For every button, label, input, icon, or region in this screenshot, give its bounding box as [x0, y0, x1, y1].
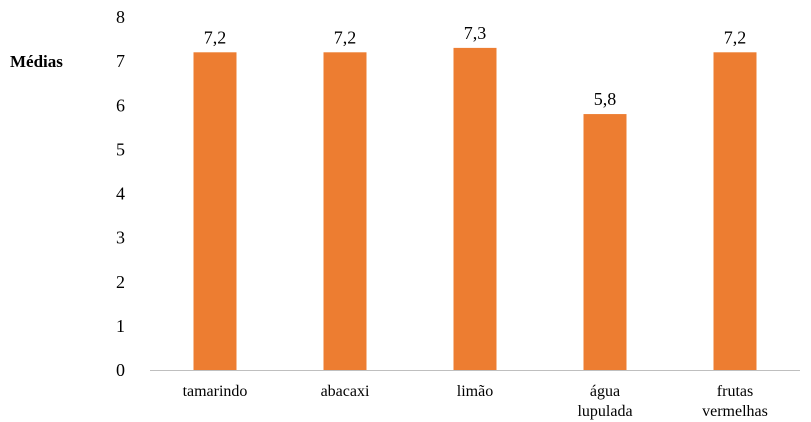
bar-value-label: 7,2 [204, 27, 227, 47]
y-tick-label: 0 [116, 360, 125, 380]
bar [713, 52, 757, 371]
category-label: abacaxi [321, 383, 370, 400]
data-labels-group: 7,2 7,2 7,3 5,8 7,2 [204, 23, 747, 109]
bars-group [193, 47, 757, 371]
category-label: lupulada [577, 403, 632, 420]
bar-value-label: 5,8 [594, 89, 617, 109]
y-tick-label: 1 [116, 316, 125, 336]
y-tick-label: 8 [116, 7, 125, 27]
y-tick-label: 5 [116, 139, 125, 159]
bar-value-label: 7,2 [334, 27, 357, 47]
category-label: vermelhas [702, 403, 768, 420]
y-axis-label: Médias [10, 52, 63, 71]
y-tick-label: 4 [116, 184, 125, 204]
y-tick-label: 2 [116, 272, 125, 292]
bar-value-label: 7,2 [724, 27, 747, 47]
category-label: frutas [717, 383, 753, 400]
bar [323, 52, 367, 371]
category-labels-group: tamarindo abacaxi limão água lupulada frutas v… [183, 383, 768, 420]
bar [193, 52, 237, 371]
y-tick-label: 3 [116, 228, 125, 248]
category-label: tamarindo [183, 383, 248, 400]
y-tick-label: 6 [116, 95, 125, 115]
y-tick-label: 7 [116, 51, 125, 71]
bar-value-label: 7,3 [464, 23, 487, 43]
category-label: limão [457, 383, 493, 400]
category-label: água [590, 383, 620, 400]
y-axis-ticks: 0 1 2 3 4 5 6 7 8 [116, 7, 125, 380]
bar [583, 114, 627, 370]
bar [453, 47, 497, 370]
